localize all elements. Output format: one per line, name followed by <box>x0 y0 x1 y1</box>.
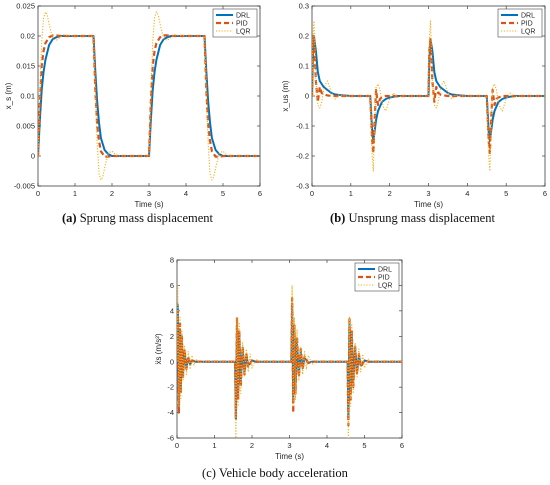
x-tick-label-a: 3 <box>147 189 151 198</box>
x-tick-label-c: 4 <box>325 441 329 450</box>
caption-c-text: Vehicle body acceleration <box>215 466 348 480</box>
y-tick-label-a: -0.005 <box>14 182 35 191</box>
y-axis-label-c: ẍs (m/s²) <box>154 333 163 364</box>
y-tick-label-b: 0.1 <box>299 62 309 71</box>
x-tick-label-b: 3 <box>426 189 430 198</box>
legend-label-pid-a: PID <box>236 21 248 28</box>
x-tick-label-c: 3 <box>287 441 291 450</box>
caption-c-letter: (c) <box>202 466 216 480</box>
legend-label-lqr-c: LQR <box>378 283 392 290</box>
y-tick-label-b: -0.2 <box>296 152 309 161</box>
caption-c: (c) Vehicle body acceleration <box>0 466 550 481</box>
legend-box-a <box>212 8 258 38</box>
caption-b-letter: (b) <box>330 211 346 225</box>
x-tick-label-b: 5 <box>504 189 508 198</box>
x-tick-label-a: 1 <box>73 189 77 198</box>
legend-label-lqr-b: LQR <box>521 29 535 36</box>
legend-label-pid-b: PID <box>521 21 533 28</box>
chart-b: 0 1 2 3 4 5 6 -0.3 -0.2 -0.1 0 0.1 0.2 0.3 Time (s) x_u… <box>281 2 547 209</box>
y-tick-label-b: 0 <box>305 92 309 101</box>
y-tick-label-c: -2 <box>167 383 174 392</box>
y-tick-label-c: 8 <box>170 256 174 265</box>
x-axis-label-c: Time (s) <box>275 452 304 461</box>
x-tick-label-b: 6 <box>543 189 547 198</box>
y-tick-label-b: -0.3 <box>296 182 309 191</box>
x-axis-label-b: Time (s) <box>414 200 443 209</box>
legend-label-pid-c: PID <box>378 275 390 282</box>
x-tick-label-c: 5 <box>362 441 366 450</box>
x-tick-label-a: 4 <box>184 189 188 198</box>
series-lqr-line-c <box>177 284 402 438</box>
caption-a-letter: (a) <box>61 211 77 225</box>
x-tick-label-a: 2 <box>110 189 114 198</box>
y-tick-label-c: 0 <box>170 357 174 366</box>
x-tick-label-c: 6 <box>400 441 404 450</box>
series-lqr-line-b <box>312 20 545 172</box>
caption-b-text: Unsprung mass displacement <box>345 211 495 225</box>
legend-label-lqr-a: LQR <box>236 29 250 36</box>
series-lqr-line-a <box>38 11 260 181</box>
y-tick-label-a: 0.005 <box>16 122 35 131</box>
caption-a-text: Sprung mass displacement <box>76 211 214 225</box>
chart-c: 0 1 2 3 4 5 6 -6 -4 -2 0 2 4 6 8 Time (s) ẍs (m/s²) DRLPI… <box>154 256 404 461</box>
legend-label-drl-b: DRL <box>521 13 535 20</box>
legend-label-drl-a: DRL <box>236 13 250 20</box>
y-tick-label-b: -0.1 <box>296 122 309 131</box>
x-tick-label-c: 1 <box>212 441 216 450</box>
y-tick-label-b: 0.2 <box>299 32 309 41</box>
y-tick-label-a: 0.025 <box>16 2 35 11</box>
x-axis-label-a: Time (s) <box>134 200 163 209</box>
y-axis-label-a: x_s (m) <box>4 82 13 109</box>
y-tick-label-b: 0.3 <box>299 2 309 11</box>
x-tick-label-b: 2 <box>388 189 392 198</box>
y-tick-label-c: -6 <box>167 434 174 443</box>
y-axis-label-b: x_us (m) <box>281 80 290 111</box>
x-tick-label-b: 0 <box>310 189 314 198</box>
y-tick-label-a: 0 <box>31 152 35 161</box>
x-tick-label-c: 0 <box>175 441 179 450</box>
y-tick-label-c: 6 <box>170 281 174 290</box>
y-tick-label-a: 0.01 <box>20 92 35 101</box>
legend-label-drl-c: DRL <box>378 267 392 274</box>
y-tick-label-a: 0.02 <box>20 32 35 41</box>
x-tick-label-a: 6 <box>258 189 262 198</box>
y-tick-label-c: 4 <box>170 306 174 315</box>
x-tick-label-a: 5 <box>221 189 225 198</box>
x-tick-label-c: 2 <box>250 441 254 450</box>
x-tick-label-a: 0 <box>36 189 40 198</box>
caption-b: (b) Unsprung mass displacement <box>275 211 550 226</box>
x-tick-label-b: 1 <box>349 189 353 198</box>
y-tick-label-c: -4 <box>167 408 174 417</box>
caption-a: (a) Sprung mass displacement <box>0 211 275 226</box>
chart-a: 0 1 2 3 4 5 6-0.00500.0050.010.0150.020.025Tim… <box>4 2 262 209</box>
y-tick-label-a: 0.015 <box>16 62 35 71</box>
x-tick-label-b: 4 <box>465 189 469 198</box>
y-tick-label-c: 2 <box>170 332 174 341</box>
